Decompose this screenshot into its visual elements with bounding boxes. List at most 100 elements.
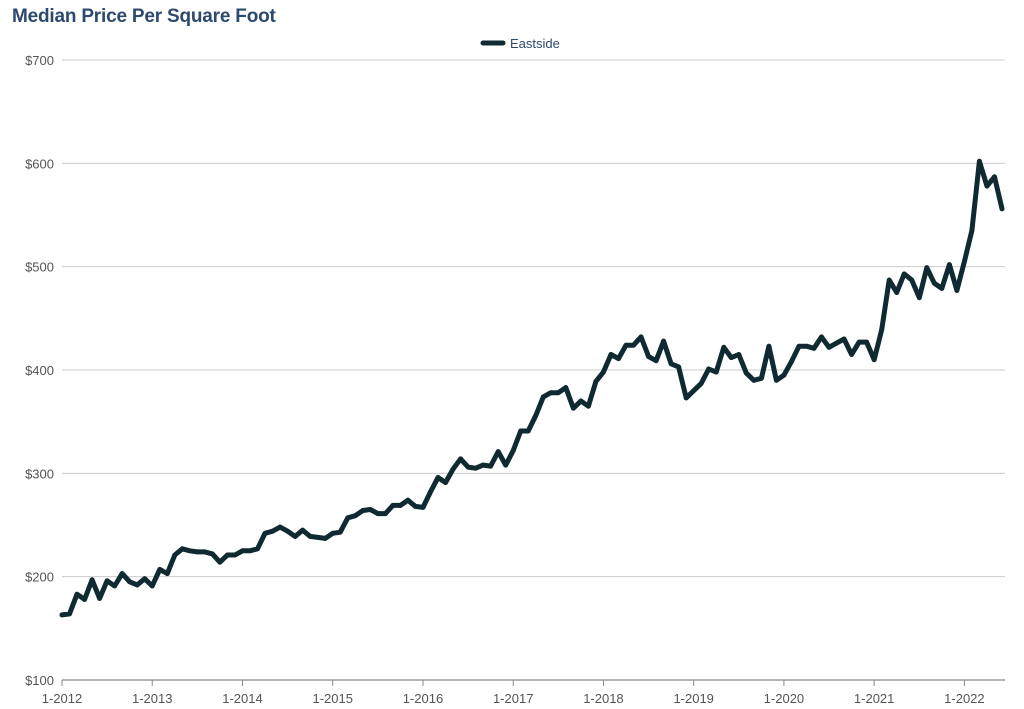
data-point [623,342,629,348]
data-point [495,449,501,455]
data-point [164,571,170,576]
data-point [119,571,125,576]
data-point [367,507,373,512]
data-point [104,578,110,584]
data-point [864,339,870,345]
data-point [428,489,433,495]
data-point [322,536,328,541]
data-point [586,403,591,409]
data-point [450,466,456,472]
data-point [683,395,689,401]
data-point [413,504,418,509]
data-point [548,390,554,396]
data-point [736,352,742,357]
y-tick-label: $300 [25,466,54,481]
data-point [781,372,787,378]
y-tick-label: $400 [25,363,54,378]
data-point [255,546,260,552]
data-point [924,265,930,271]
x-tick-label: 1-2014 [222,691,262,706]
data-point [826,344,832,350]
data-point [127,579,133,585]
data-point [232,552,238,558]
data-point [337,529,343,535]
data-point [435,475,441,480]
data-point [916,295,922,301]
x-axis: 1-2012 1-2013 1-2014 1-2015 1-2016 1-2017 1-20… [42,680,985,706]
data-point [134,582,140,588]
data-point [563,385,569,390]
data-point [480,462,486,468]
data-point [360,508,366,513]
data-point [834,340,839,346]
x-tick-label: 1-2015 [312,691,352,706]
series-line-eastside [59,158,1005,618]
data-point [954,288,960,293]
y-tick-label: $700 [25,53,54,68]
data-point [330,530,336,536]
data-point [819,334,824,340]
data-point [172,552,178,558]
data-point [488,463,494,469]
data-point [728,355,734,360]
data-point [458,456,463,462]
data-point [661,338,666,344]
data-point [616,356,621,362]
data-point [593,378,599,384]
data-point [315,535,321,540]
data-point [149,583,155,589]
data-point [247,548,253,554]
data-point [608,352,614,357]
legend: Eastside [480,36,560,51]
data-point [525,428,531,434]
data-point [74,591,80,597]
data-point [894,290,900,295]
data-point [713,369,719,375]
data-point [721,344,727,350]
data-point [67,611,72,617]
y-axis: $100 $200 $300 $400 $500 $600 $700 [25,53,54,688]
data-point [871,357,877,363]
x-tick-label: 1-2018 [583,691,623,706]
data-point [112,583,118,589]
data-point [774,377,779,383]
data-point [796,343,802,349]
data-point [789,359,794,365]
data-point [698,381,704,386]
data-point [540,394,546,400]
data-point [503,462,509,468]
data-point [758,375,764,381]
series-layer [59,158,1005,618]
data-point [277,524,283,530]
data-point [307,533,313,539]
data-point [420,505,426,510]
x-tick-label: 1-2021 [854,691,894,706]
data-point [217,559,223,565]
data-point [992,174,997,180]
data-point [969,228,975,233]
y-tick-label: $500 [25,260,54,275]
data-point [194,549,200,555]
data-point [856,339,862,345]
data-point [210,551,215,557]
data-point [804,343,809,349]
data-point [578,398,584,404]
y-tick-label: $100 [25,673,54,688]
data-point [142,576,148,582]
data-point [82,597,87,602]
x-tick-label: 1-2019 [673,691,713,706]
data-point [202,549,208,555]
data-point [879,327,885,333]
data-point [510,448,516,453]
data-point [270,528,275,534]
data-point [443,480,448,486]
data-point [352,513,358,519]
data-point [375,511,381,517]
gridlines [62,59,1005,681]
data-point [555,390,561,396]
data-point [706,366,712,372]
x-tick-label: 1-2016 [403,691,443,706]
x-tick-label: 1-2012 [42,691,82,706]
y-tick-label: $200 [25,570,54,585]
